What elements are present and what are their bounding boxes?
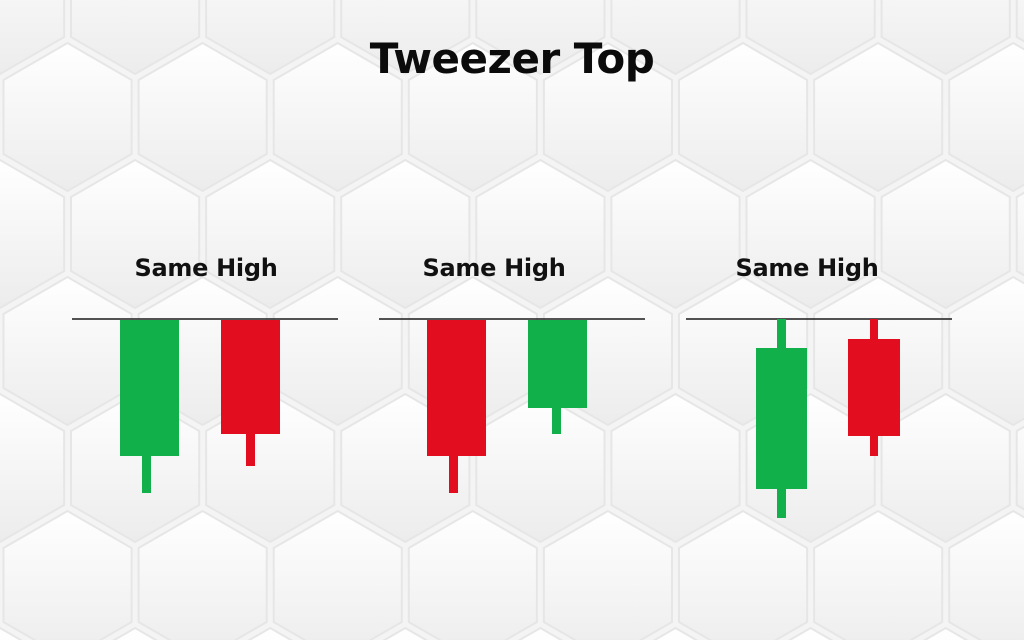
hexagon-shape: [407, 41, 538, 193]
hexagon-shape: [340, 0, 471, 76]
candle-3-2-body: [848, 339, 900, 436]
candle-3-1: [756, 319, 807, 518]
hexagon-shape: [137, 509, 268, 640]
candle-3-2-lower-wick: [870, 434, 878, 456]
hexagon-shape: [948, 41, 1024, 193]
hexagon-shape: [517, 626, 564, 640]
candle-3-1-upper-wick: [777, 319, 786, 350]
hexagon-shape: [0, 158, 66, 310]
hexagon-shape: [407, 509, 538, 640]
panel-2-label: Same High: [422, 254, 566, 282]
hexagon-shape: [880, 0, 1011, 76]
hexagon-shape: [205, 0, 336, 76]
hexagon-shape: [678, 41, 809, 193]
hexagon-shape: [475, 158, 606, 310]
hexagon-shape: [1015, 0, 1024, 43]
diagram-title: Tweezer Top: [369, 34, 655, 83]
hexagon-shape: [610, 392, 741, 544]
candle-1-2-body: [221, 320, 280, 434]
hexagon-shape: [610, 158, 741, 310]
hexagon-shape: [70, 158, 201, 310]
hexagon-shape: [382, 626, 429, 640]
candle-1-2: [221, 320, 280, 466]
hexagon-shape: [247, 626, 293, 640]
candle-3-2-upper-wick: [870, 319, 878, 341]
hexagon-shape: [542, 509, 673, 640]
hexagon-shape: [813, 41, 944, 193]
panel-1-label: Same High: [134, 254, 278, 282]
candle-3-1-body: [756, 348, 807, 489]
hexagon-shape: [922, 626, 969, 640]
candle-2-2: [528, 320, 587, 434]
panel-2: [379, 318, 645, 493]
hexagon-shape: [272, 509, 403, 640]
candle-1-1: [120, 320, 179, 493]
panel-3: [686, 318, 952, 518]
hexagon-shape: [205, 158, 336, 310]
hexagon-shape: [948, 509, 1024, 640]
hexagon-shape: [340, 158, 471, 310]
panel-1: [72, 318, 338, 493]
hexagon-shape: [0, 392, 66, 544]
hexagon-shape: [948, 275, 1024, 427]
hexagon-shape: [2, 509, 133, 640]
hexagon-shape: [813, 509, 944, 640]
hexagon-shape: [880, 392, 1011, 544]
hexagon-shape: [610, 0, 741, 76]
panel-3-label: Same High: [735, 254, 879, 282]
hexagon-shape: [652, 626, 699, 640]
candle-2-1-lower-wick: [449, 455, 458, 493]
hexagon-shape: [745, 158, 876, 310]
candle-2-1: [427, 320, 486, 493]
candle-2-2-body: [528, 320, 587, 408]
hexagon-shape: [1015, 191, 1024, 277]
hexagon-shape: [137, 41, 268, 193]
hexagon-shape: [1015, 425, 1024, 511]
candle-3-1-lower-wick: [777, 487, 786, 518]
hexagon-shape: [678, 509, 809, 640]
hexagon-shape: [542, 41, 673, 193]
candle-1-2-lower-wick: [246, 432, 255, 466]
candle-2-2-lower-wick: [552, 406, 561, 434]
hexagon-shape: [0, 0, 66, 76]
hexagon-shape: [272, 41, 403, 193]
candle-1-1-lower-wick: [142, 455, 151, 493]
hexagon-shape: [745, 0, 876, 76]
hexagon-shape: [0, 626, 23, 640]
hexagon-shape: [2, 41, 133, 193]
hexagon-shape: [70, 0, 201, 76]
candle-3-2: [848, 319, 900, 456]
hexagon-shape: [475, 0, 606, 76]
hexagon-shape: [880, 158, 1011, 310]
candle-2-1-body: [427, 320, 486, 456]
candle-1-1-body: [120, 320, 179, 456]
hexagon-shape: [112, 626, 158, 640]
hexagon-shape: [787, 626, 834, 640]
